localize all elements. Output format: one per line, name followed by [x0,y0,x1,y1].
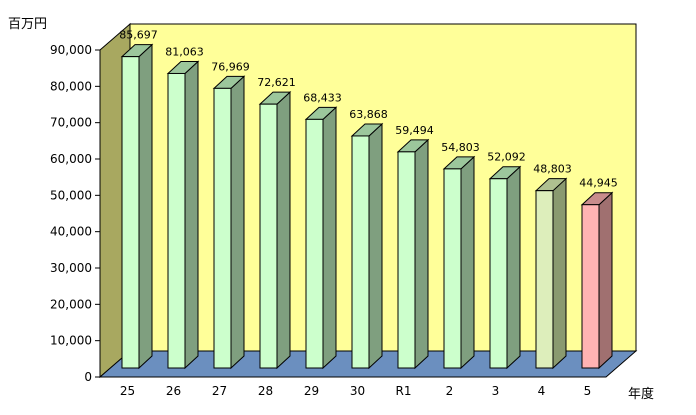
x-tick-label: 26 [166,384,181,398]
bar-side [460,155,475,370]
x-unit-label: 年度 [628,386,654,402]
y-tick-label: 20,000 [50,297,92,311]
bar-value-label: 85,697 [119,29,158,42]
y-tick-label: 30,000 [50,261,92,275]
bar-value-label: 72,621 [257,76,296,89]
bar-front [351,135,370,369]
bar-front [581,204,600,369]
bar [534,177,568,370]
y-unit-label: 百万円 [8,17,47,32]
bar-value-label: 68,433 [303,91,342,104]
x-tick-label: 2 [446,384,454,398]
bar-side [138,43,153,370]
bar-value-label: 76,969 [211,60,250,73]
bar-side [368,122,383,370]
y-tick-label: 40,000 [50,225,92,239]
bar-front [259,103,278,369]
bar [350,122,384,370]
bar [304,106,338,370]
bar-value-label: 59,494 [395,124,434,137]
x-tick-label: 3 [492,384,500,398]
bar [258,91,292,370]
y-tick-label: 10,000 [50,334,92,348]
x-tick-label: 4 [538,384,546,398]
bar-front [213,87,232,369]
bar-value-label: 81,063 [165,45,204,58]
x-tick-label: 27 [212,384,227,398]
bar-front [443,168,462,369]
x-axis: 25 26 27 28 29 30 R1 2 3 4 5 [100,376,606,398]
bar-side [414,138,429,370]
x-tick-label: 25 [120,384,135,398]
x-tick-label: 30 [350,384,365,398]
x-tick-label: 5 [584,384,592,398]
x-tick-label: R1 [396,384,412,398]
bar [442,155,476,370]
y-tick-label: 90,000 [50,43,92,57]
bar-front [535,190,554,369]
bar [120,43,154,370]
bar-front [397,151,416,369]
bar-front [167,72,186,369]
y-axis: 0 10,000 20,000 30,000 40,000 50,000 60,000 70,… [50,43,101,384]
bar [212,75,246,370]
y-tick-label: 70,000 [50,116,92,130]
bar [488,165,522,370]
y-tick-label: 60,000 [50,152,92,166]
y-tick-label: 0 [84,370,92,384]
bar-side [230,75,245,370]
bar [396,138,430,370]
bar-value-label: 52,092 [487,151,526,164]
bar-value-label: 48,803 [533,163,572,176]
bar [580,191,614,370]
bar-side [598,191,613,370]
bar-front [489,178,508,369]
bar-side [276,91,291,370]
bars: 85,697 81,063 76,969 72,621 68,433 63,868 59,4… [119,29,618,370]
x-tick-label: 29 [304,384,319,398]
bar-side [506,165,521,370]
bar-side [322,106,337,370]
bar-value-label: 63,868 [349,108,388,121]
bar-value-label: 44,945 [579,177,618,190]
bar-side [184,60,199,370]
bar-value-label: 54,803 [441,141,480,154]
y-tick-label: 50,000 [50,188,92,202]
bar [166,60,200,370]
bar-front [121,56,140,369]
bar-front [305,118,324,369]
bar-side [552,177,567,370]
y-tick-label: 80,000 [50,79,92,93]
x-tick-label: 28 [258,384,273,398]
